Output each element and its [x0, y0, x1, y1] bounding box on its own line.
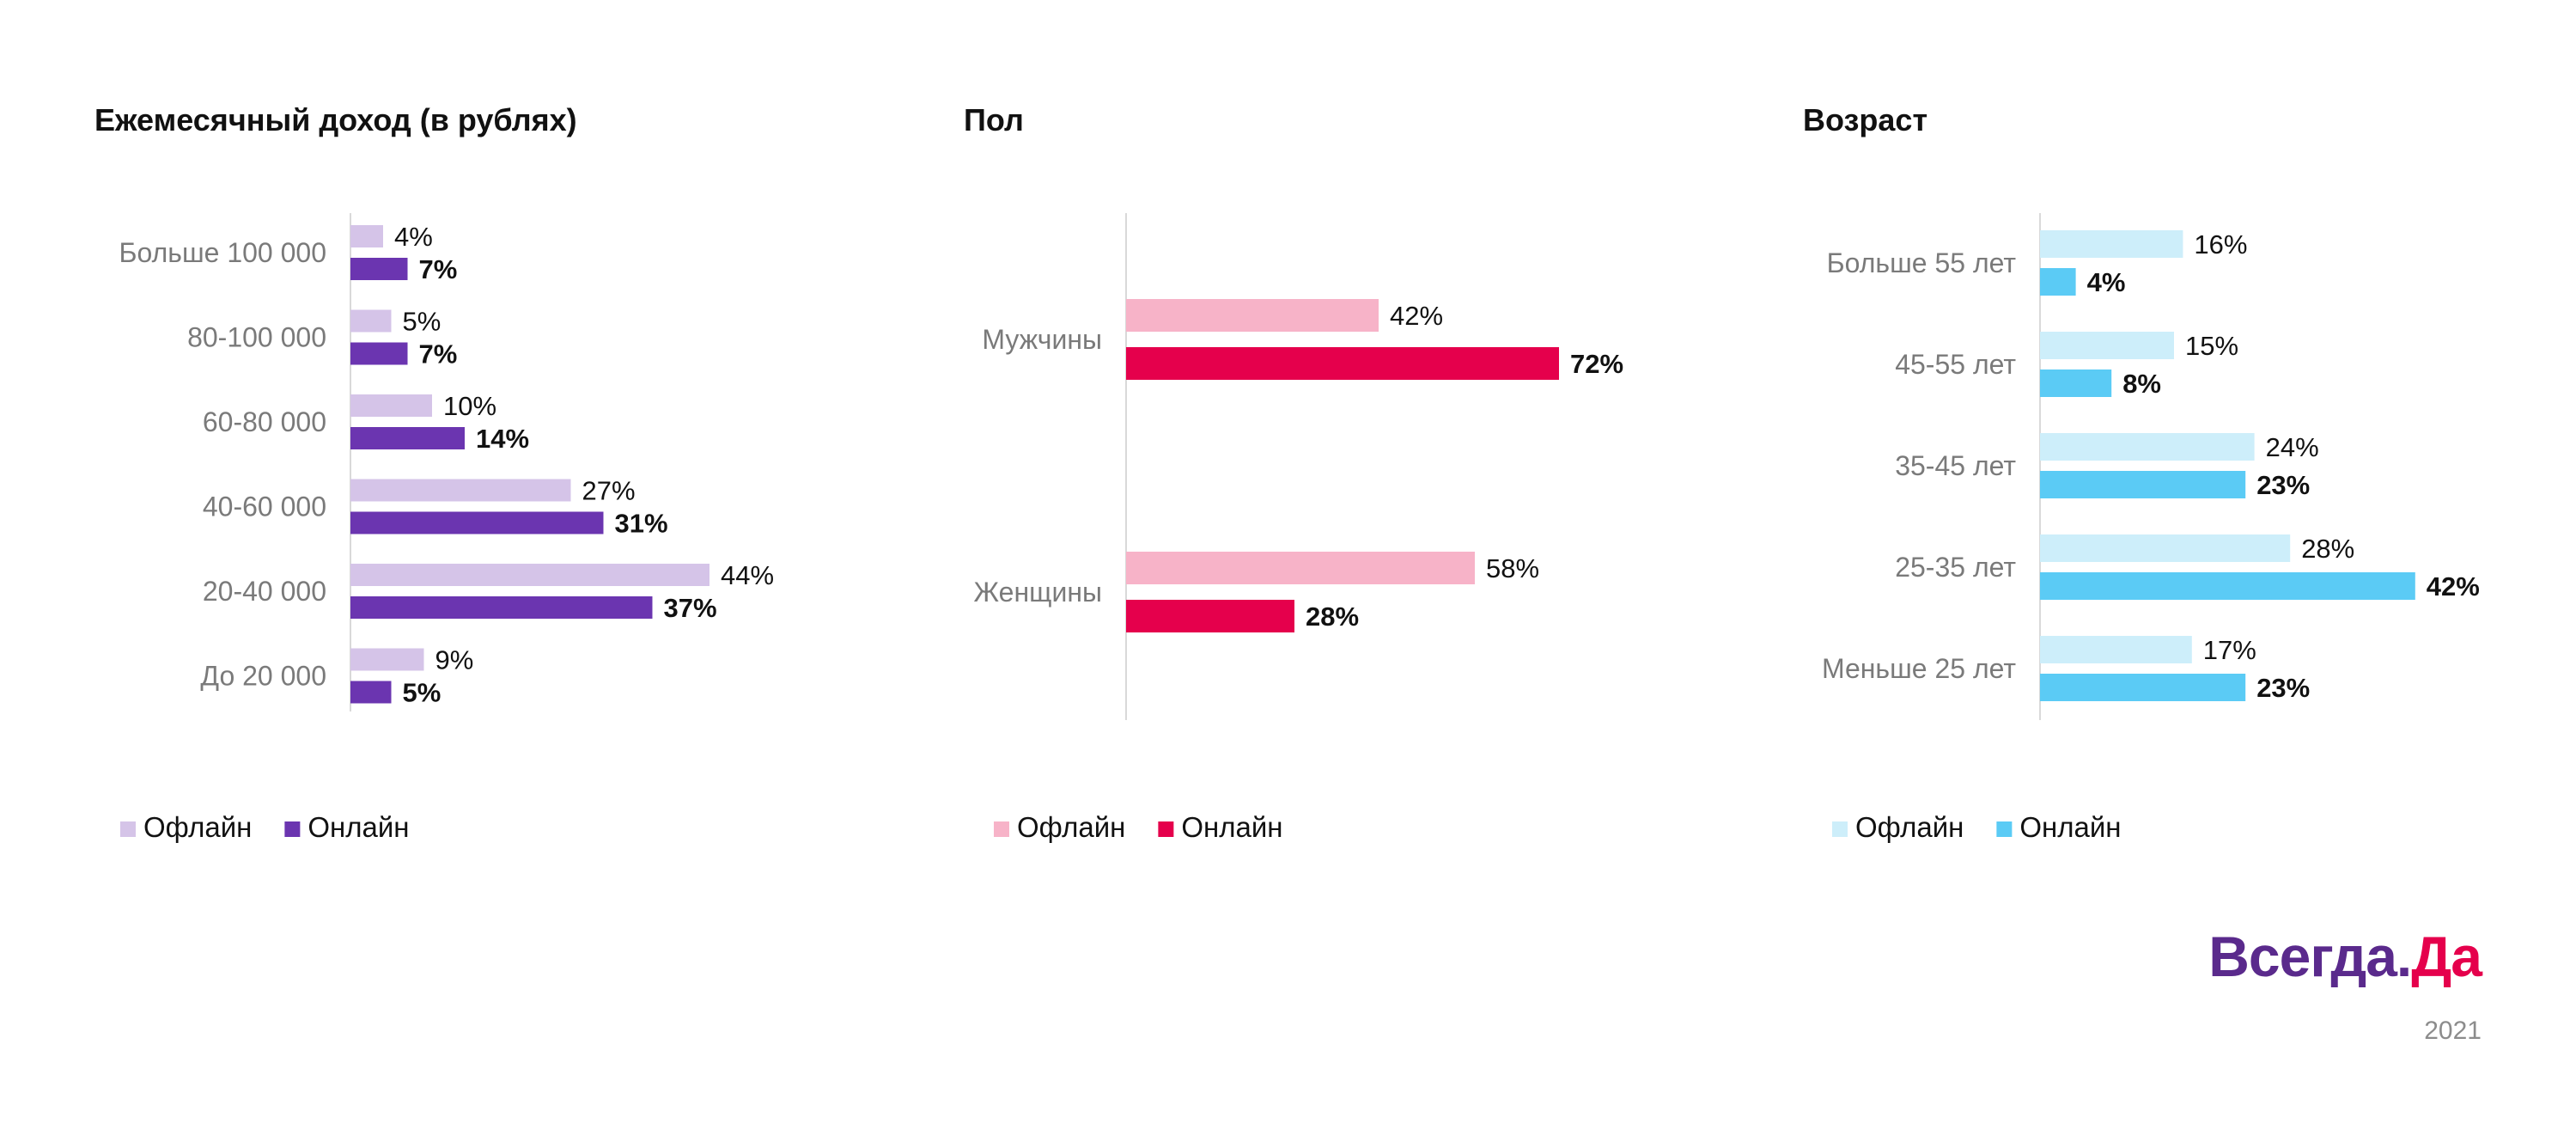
chart1-bar-offline	[350, 394, 432, 417]
brand-logo: Всегда.Да	[2208, 924, 2482, 989]
chart3-value-label-offline: 24%	[2266, 432, 2319, 462]
chart1-category-label: 40-60 000	[203, 492, 326, 522]
chart1-bar-online	[350, 342, 408, 365]
chart1-category-label: 60-80 000	[203, 406, 326, 437]
chart2-value-label-offline: 42%	[1390, 301, 1443, 331]
chart3-value-label-offline: 15%	[2185, 331, 2238, 361]
chart3-bar-online	[2040, 369, 2112, 397]
chart3-value-label-online: 4%	[2087, 267, 2126, 297]
chart1-value-label-online: 31%	[615, 509, 668, 539]
chart2-bar-offline	[1126, 552, 1475, 584]
chart1-bar-offline	[350, 309, 392, 333]
chart1-legend-swatch-2	[284, 821, 301, 837]
chart1-category-label: До 20 000	[200, 661, 326, 692]
chart3-value-label-offline: 17%	[2203, 635, 2256, 665]
chart2-category-label: Мужчины	[982, 324, 1102, 355]
footer-year: 2021	[2424, 1017, 2482, 1045]
chart1-value-label-offline: 4%	[394, 222, 433, 252]
chart2-bar-online	[1126, 600, 1294, 632]
chart2-legend-label-1: Офлайн	[1017, 811, 1125, 843]
chart3-bar-offline	[2040, 433, 2255, 461]
chart3-value-label-offline: 16%	[2194, 229, 2247, 260]
chart1-bar-online	[350, 681, 392, 704]
chart3-value-label-online: 42%	[2427, 571, 2480, 602]
chart3-bar-online	[2040, 471, 2246, 498]
chart1-bar-online	[350, 596, 653, 619]
chart3-bar-online	[2040, 674, 2246, 701]
chart3-bar-offline	[2040, 534, 2291, 562]
chart2-title: Пол	[964, 102, 1024, 137]
chart2-legend-label-2: Онлайн	[1181, 811, 1282, 843]
chart1-bar-online	[350, 511, 604, 534]
chart1-value-label-offline: 10%	[443, 391, 496, 421]
chart3-legend-label-2: Онлайн	[2019, 811, 2121, 843]
chart3-category-label: 45-55 лет	[1895, 349, 2016, 380]
chart1-legend-label-2: Онлайн	[308, 811, 409, 843]
chart1-category-label: Больше 100 000	[119, 237, 326, 268]
chart2-value-label-online: 28%	[1306, 602, 1359, 632]
chart1-bar-online	[350, 427, 465, 449]
chart3-value-label-online: 23%	[2256, 470, 2310, 500]
chart2-value-label-offline: 58%	[1486, 553, 1539, 583]
chart1-category-label: 80-100 000	[187, 322, 326, 353]
chart3-legend-swatch-1	[1832, 821, 1848, 837]
chart1-value-label-online: 5%	[403, 678, 442, 708]
chart3-legend-swatch-2	[1996, 821, 2013, 837]
brand-logo-part2: Да	[2411, 925, 2482, 988]
chart1-bar-online	[350, 258, 408, 280]
chart2-bar-offline	[1126, 299, 1379, 332]
brand-logo-part1: Всегда.	[2208, 925, 2412, 988]
chart1-value-label-online: 7%	[419, 254, 458, 284]
chart1-value-label-offline: 44%	[721, 560, 774, 590]
chart1-value-label-offline: 5%	[403, 307, 442, 337]
chart2-bar-online	[1126, 347, 1559, 380]
chart3-legend-label-1: Офлайн	[1855, 811, 1964, 843]
chart3-category-label: Больше 55 лет	[1827, 247, 2017, 278]
chart2-legend-swatch-2	[1158, 821, 1174, 837]
chart1-value-label-offline: 9%	[435, 645, 474, 675]
chart3-bar-offline	[2040, 332, 2174, 359]
chart3-bar-offline	[2040, 636, 2192, 663]
chart3-value-label-offline: 28%	[2301, 534, 2354, 564]
chart2-value-label-online: 72%	[1570, 349, 1623, 379]
chart1-category-label: 20-40 000	[203, 576, 326, 607]
chart3-value-label-online: 23%	[2256, 673, 2310, 703]
chart1-bar-offline	[350, 564, 709, 586]
chart1-bar-offline	[350, 225, 383, 247]
chart1-bar-offline	[350, 648, 424, 671]
chart3-bar-online	[2040, 268, 2076, 296]
chart1-value-label-online: 7%	[419, 339, 458, 369]
chart3-value-label-online: 8%	[2122, 369, 2161, 399]
chart1-bar-offline	[350, 479, 571, 502]
chart2-category-label: Женщины	[974, 577, 1103, 608]
chart3-bar-offline	[2040, 230, 2183, 258]
chart1-value-label-offline: 27%	[582, 476, 636, 506]
chart3-title: Возраст	[1803, 102, 1927, 137]
chart1-value-label-online: 37%	[664, 593, 717, 623]
chart3-category-label: 25-35 лет	[1895, 552, 2016, 583]
chart1-legend-swatch-1	[120, 821, 136, 837]
chart3-category-label: Меньше 25 лет	[1822, 653, 2016, 684]
chart1-title: Ежемесячный доход (в рублях)	[94, 102, 577, 137]
chart1-value-label-online: 14%	[476, 424, 529, 454]
chart3-bar-online	[2040, 572, 2415, 600]
chart2-legend-swatch-1	[994, 821, 1009, 837]
chart3-category-label: 35-45 лет	[1895, 450, 2016, 481]
chart1-legend-label-1: Офлайн	[143, 811, 252, 843]
